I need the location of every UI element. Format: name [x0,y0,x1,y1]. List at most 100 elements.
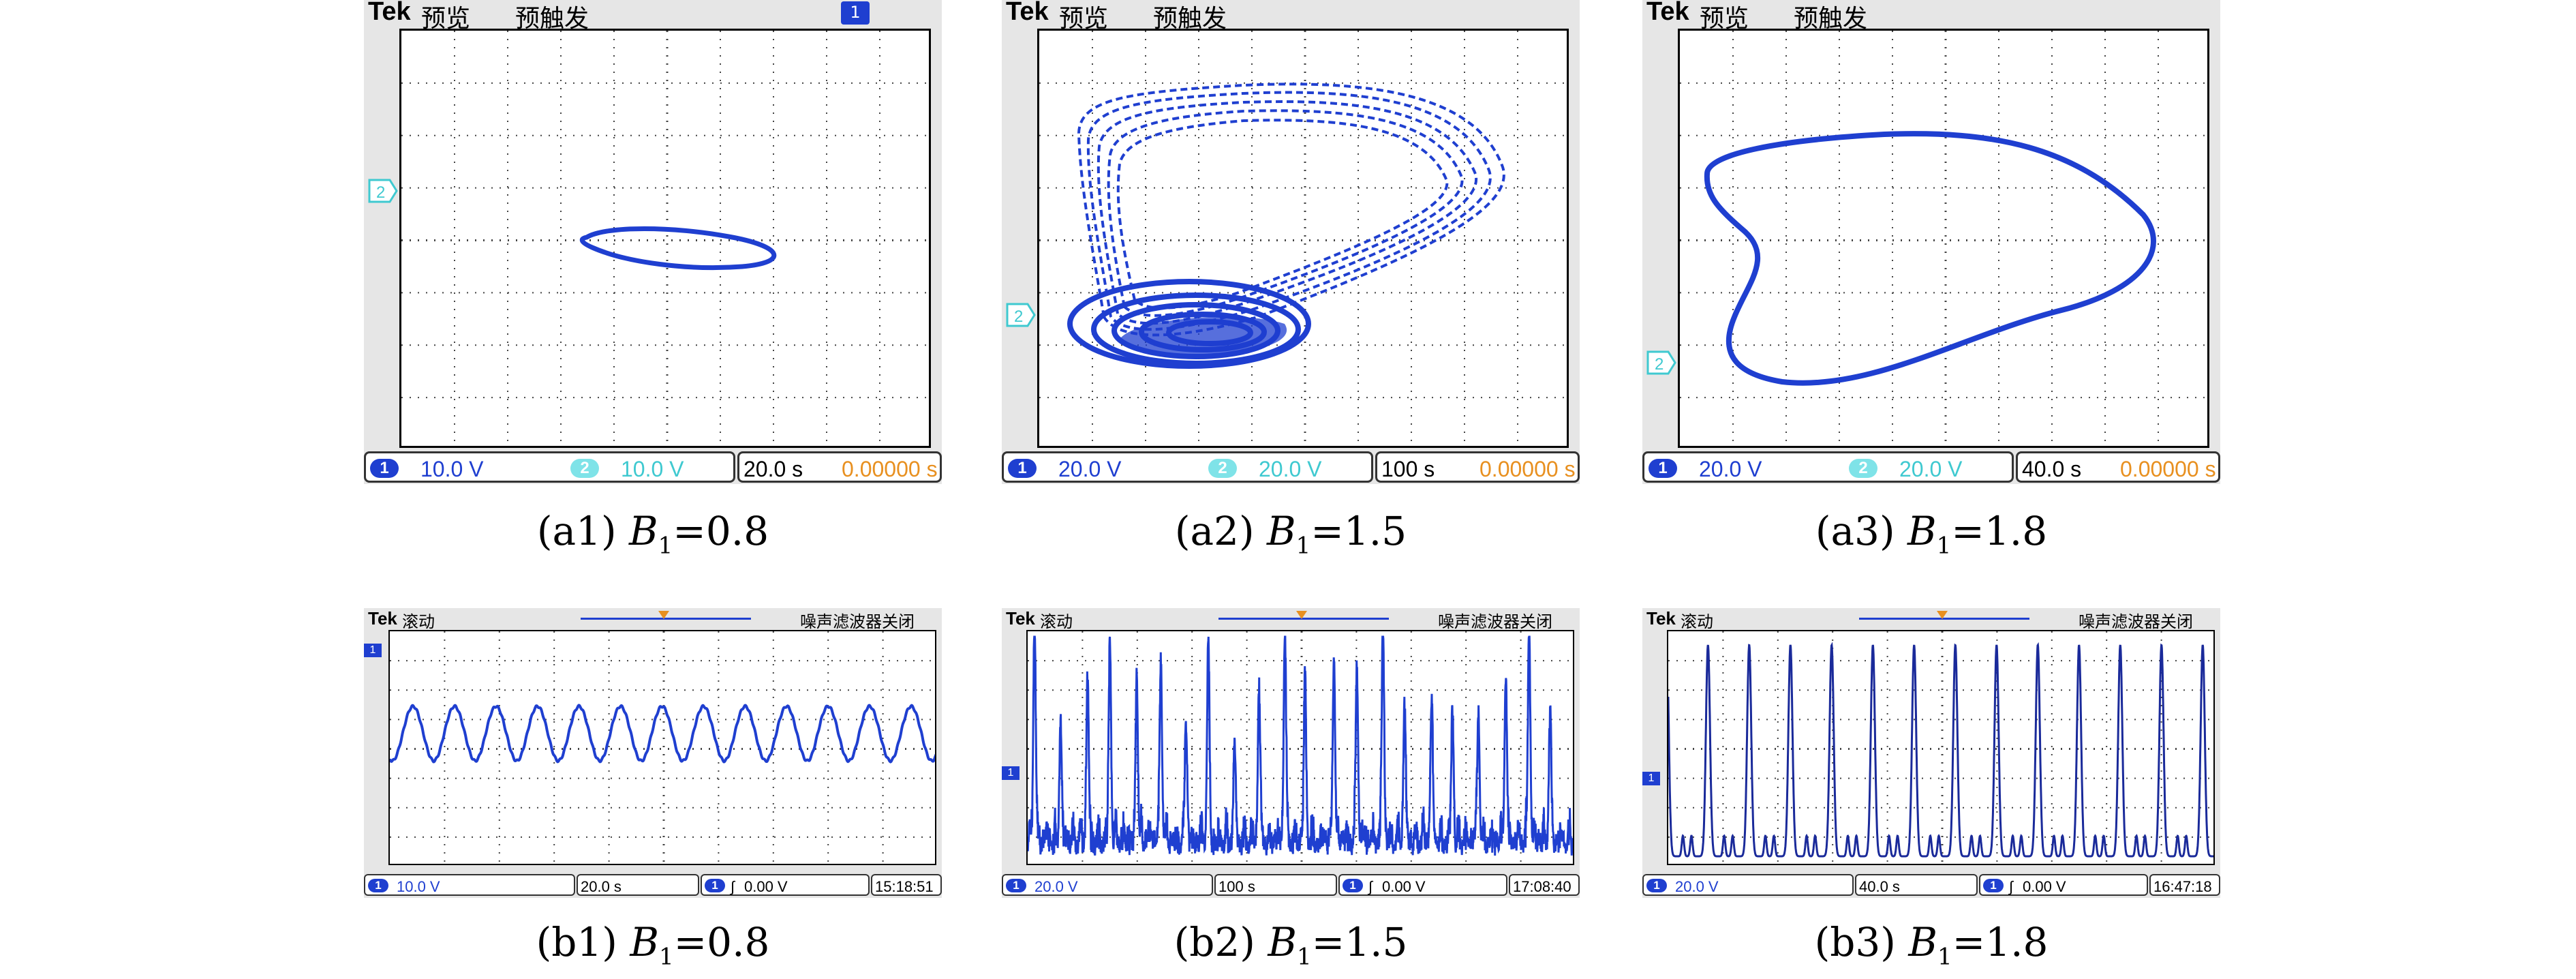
graticule [1680,31,2207,446]
timebase: 100 s [1218,878,1255,895]
trigger-source-chip: 1 [1343,879,1363,892]
channel-box: 1 20.0 V [1642,874,1854,896]
time-series-trace [1668,642,2213,858]
scope-plot [1039,31,1567,446]
timebase: 40.0 s [1859,878,1900,895]
mode-label: 滚动 [1040,612,1073,631]
scope-plot [401,31,929,446]
brand-label: Tek [1646,0,1689,26]
status-bar: 1 20.0 V 40.0 s 1 ∫ 0.00 V 16:47:18 [1642,874,2220,896]
timebase-box: 20.0 s 0.00000 s [737,451,942,483]
channel-box: 1 20.0 V [1002,874,1213,896]
horizontal-position: 0.00000 s [842,457,938,481]
horizontal-position: 0.00000 s [1479,457,1576,481]
caption-a3: (a3) B1=1.8 [1815,508,2048,560]
scope-screen [388,630,936,865]
attractor-core-fill [1120,316,1287,355]
scope-plot [1680,31,2207,446]
limit-cycle-trace [1704,131,2156,386]
ch1-chip: 1 [1006,879,1026,892]
ch2-position-marker: 2 [368,179,398,203]
scope-screen [399,29,931,448]
channel-box: 1 10.0 V [364,874,575,896]
mode-label: 预览 [1059,5,1109,33]
channel-box: 1 10.0 V 2 10.0 V [364,451,735,483]
ch1-scale: 10.0 V [420,457,484,481]
scope-top-bar: Tek 预览 预触发 [1642,0,2220,33]
mode-label: 预览 [421,5,471,33]
status-bar: 1 20.0 V 2 20.0 V 100 s 0.00000 s [1002,451,1580,483]
timebase-box: 20.0 s [577,874,699,896]
mode-label: 预览 [1700,5,1749,33]
timebase: 20.0 s [743,457,803,481]
trigger-position-marker [1296,611,1307,619]
ch1-chip: 1 [1646,879,1667,892]
ch2-marker-label: 2 [376,183,385,202]
scope-plot [1668,631,2213,864]
noise-filter-label: 噪声滤波器关闭 [1438,612,1552,631]
mode-label: 滚动 [402,612,435,631]
caption-b1: (b1) B1=0.8 [536,919,770,971]
timebase-box: 40.0 s 0.00000 s [2016,451,2220,483]
scope-top-bar: Tek 预览 预触发 1 [364,0,942,33]
timebase-box: 100 s [1214,874,1337,896]
timebase: 20.0 s [581,878,622,895]
brand-label: Tek [1006,608,1035,629]
status-bar: 1 20.0 V 100 s 1 ∫ 0.00 V 17:08:40 [1002,874,1580,896]
scope-panel-a3: Tek 预览 预触发 2 1 20.0 V 2 20.0 V 40.0 s 0.… [1642,0,2220,491]
brand-label: Tek [1646,608,1676,629]
caption-b2: (b2) B1=1.5 [1174,919,1408,971]
scope-screen [1026,630,1574,865]
clock: 17:08:40 [1513,878,1571,895]
ch1-chip: 1 [1649,459,1677,478]
ch1-marker: 1 [1642,772,1660,785]
graticule [1039,31,1567,446]
trigger-label: 预触发 [1153,5,1227,33]
clock-box: 17:08:40 [1509,874,1580,896]
caption-a1: (a1) B1=0.8 [536,508,769,560]
trigger-box: 1 ∫ 0.00 V [701,874,870,896]
ch1-scale: 20.0 V [1699,457,1762,481]
timebase-box: 40.0 s [1855,874,1978,896]
scope-panel-b2: Tek 滚动 噪声滤波器关闭 1 1 20.0 V 100 s 1 ∫ 0.00… [1002,608,1580,901]
trigger-level: 0.00 V [744,878,788,895]
status-bar: 1 10.0 V 20.0 s 1 ∫ 0.00 V 15:18:51 [364,874,942,896]
graticule [401,31,929,446]
brand-label: Tek [1006,0,1049,26]
trigger-position-marker [1937,611,1948,619]
clock-box: 15:18:51 [871,874,942,896]
ch2-scale: 20.0 V [1259,457,1322,481]
channel-box: 1 20.0 V 2 20.0 V [1002,451,1373,483]
scope-screen [1678,29,2209,448]
clock: 15:18:51 [875,878,934,895]
trigger-slope-icon: ∫ [2009,878,2014,895]
ch2-position-marker: 2 [1006,303,1036,327]
scope-panel-a2: Tek 预览 预触发 2 1 [1002,0,1580,491]
caption-a2: (a2) B1=1.5 [1174,508,1407,560]
trigger-slope-icon: ∫ [731,878,735,895]
trigger-position-marker [658,611,669,619]
ch1-marker: 1 [1002,766,1019,780]
trigger-level: 0.00 V [2023,878,2066,895]
ch2-scale: 20.0 V [1899,457,1963,481]
noise-filter-label: 噪声滤波器关闭 [2079,612,2193,631]
scope-plot [390,631,935,864]
timebase: 100 s [1381,457,1435,481]
channel-box: 1 20.0 V 2 20.0 V [1642,451,2014,483]
ch2-marker-label: 2 [1014,307,1023,326]
timebase-box: 100 s 0.00000 s [1375,451,1580,483]
status-bar: 1 10.0 V 2 10.0 V 20.0 s 0.00000 s [364,451,942,483]
trigger-source-chip: 1 [1983,879,2004,892]
scope-top-bar: Tek 预览 预触发 [1002,0,1580,33]
brand-label: Tek [368,0,411,26]
scope-screen [1667,630,2215,865]
horizontal-position: 0.00000 s [2120,457,2216,481]
trigger-source-chip: 1 [705,879,725,892]
trigger-box: 1 ∫ 0.00 V [1338,874,1507,896]
ch2-position-marker: 2 [1646,350,1676,375]
scope-plot [1028,631,1573,864]
ch1-marker: 1 [364,644,382,657]
timebase: 40.0 s [2022,457,2082,481]
scope-panel-b3: Tek 滚动 噪声滤波器关闭 1 1 20.0 V 40.0 s 1 ∫ 0.0… [1642,608,2220,901]
trigger-slope-icon: ∫ [1368,878,1373,895]
